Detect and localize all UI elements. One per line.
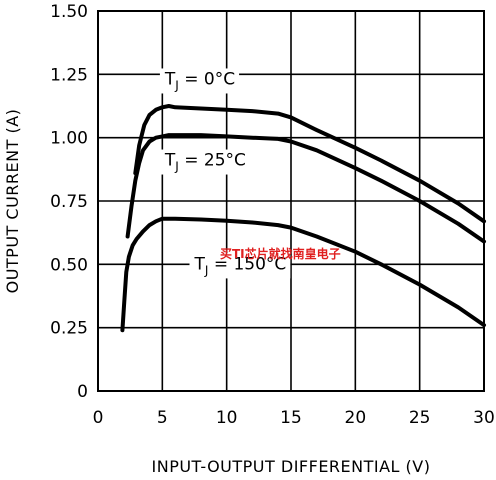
y-tick-label: 0.75 xyxy=(50,192,88,212)
x-tick-labels: 0 5 10 15 20 25 30 xyxy=(93,408,495,428)
series-annotation-0: TJ = 0°C xyxy=(159,68,240,94)
curves xyxy=(120,104,486,333)
series-line-2 xyxy=(120,216,486,333)
x-tick-label: 20 xyxy=(345,408,367,428)
svg-text:TJ = 0°C: TJ = 0°C xyxy=(164,69,235,92)
grid-lines xyxy=(97,10,485,392)
series-annotation-1: TJ = 25°C xyxy=(159,149,250,175)
plot-frame xyxy=(97,10,485,392)
x-tick-label: 5 xyxy=(157,408,168,428)
annotations: TJ = 0°C TJ = 25°C TJ = 150°C xyxy=(159,68,291,279)
series-line-0 xyxy=(133,104,486,224)
x-tick-label: 10 xyxy=(216,408,238,428)
y-tick-label: 0.50 xyxy=(50,255,88,275)
svg-text:TJ = 150°C: TJ = 150°C xyxy=(194,254,287,277)
y-tick-label: 1.50 xyxy=(50,2,88,22)
y-tick-label: 1.25 xyxy=(50,65,88,85)
watermark: 买TI芯片就找南皇电子 xyxy=(220,246,341,261)
y-tick-label: 0.25 xyxy=(50,319,88,339)
y-tick-label: 0 xyxy=(77,382,88,402)
x-tick-label: 30 xyxy=(473,408,495,428)
y-axis-title: OUTPUT CURRENT (A) xyxy=(3,109,22,294)
x-tick-label: 25 xyxy=(409,408,431,428)
x-tick-label: 0 xyxy=(93,408,104,428)
x-tick-label: 15 xyxy=(280,408,302,428)
series-annotation-2: TJ = 150°C xyxy=(189,253,291,279)
svg-text:TJ = 25°C: TJ = 25°C xyxy=(164,151,246,174)
y-tick-label: 1.00 xyxy=(50,129,88,149)
series-line-1 xyxy=(125,133,486,244)
y-tick-labels: 0 0.25 0.50 0.75 1.00 1.25 1.50 xyxy=(50,2,88,402)
x-axis-title: INPUT-OUTPUT DIFFERENTIAL (V) xyxy=(152,457,431,476)
